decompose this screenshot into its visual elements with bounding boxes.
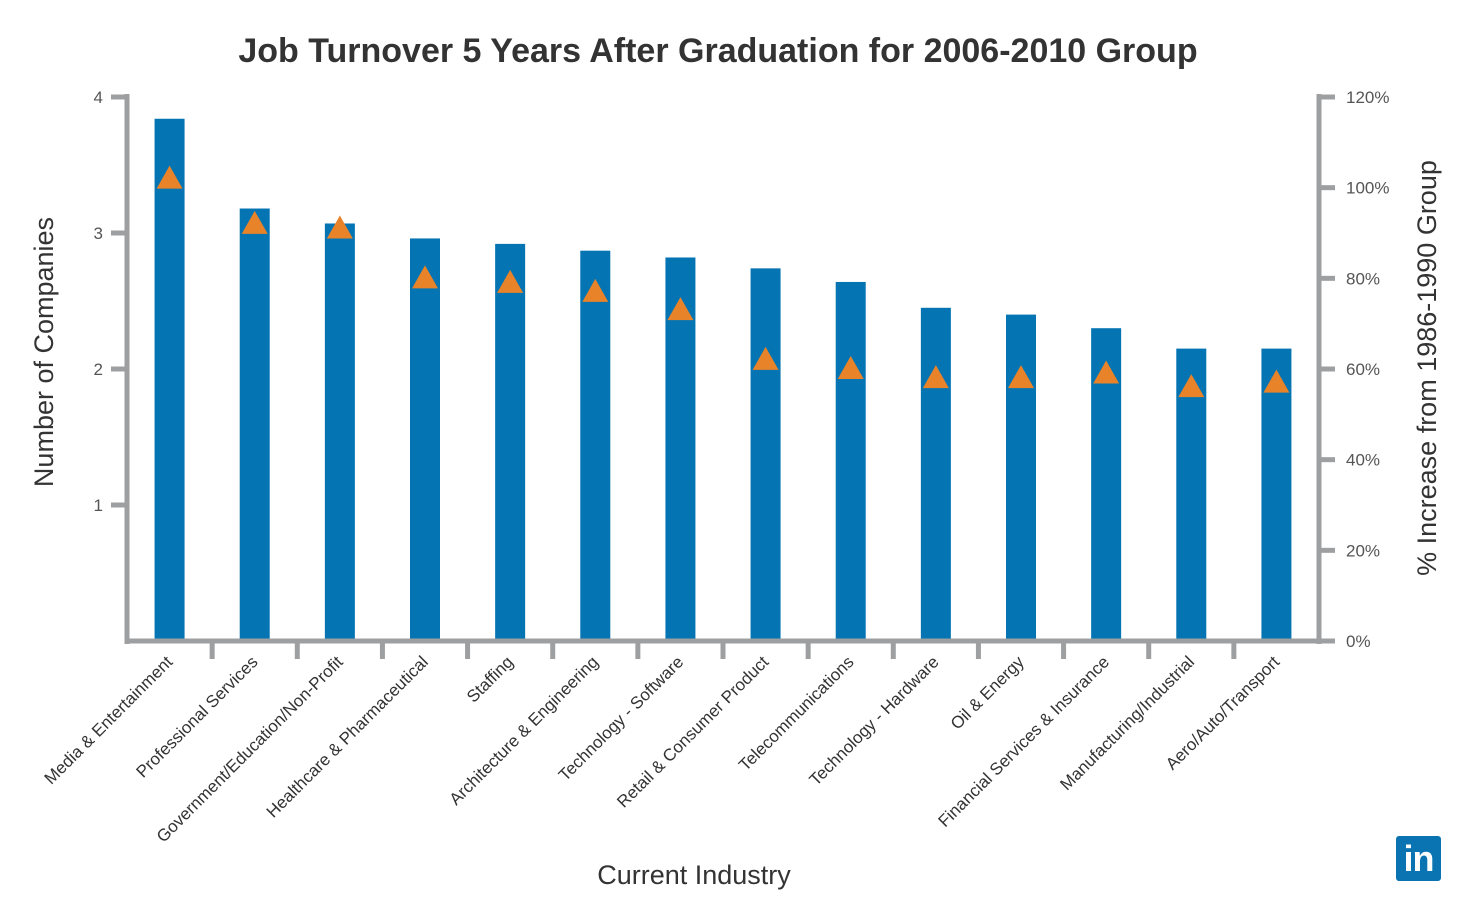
bar <box>324 223 355 642</box>
y-tick-label: 1 <box>94 496 103 515</box>
y2-tick-label: 60% <box>1346 360 1380 379</box>
triangle-marker <box>667 297 694 321</box>
chart-title: Job Turnover 5 Years After Graduation fo… <box>238 32 1197 70</box>
y2-tick-label: 0% <box>1346 632 1371 651</box>
bar <box>580 250 611 641</box>
bar <box>154 118 185 641</box>
x-tick-label: Architecture & Engineering <box>446 652 602 808</box>
bar <box>1261 348 1292 641</box>
triangle-marker <box>1263 369 1290 393</box>
y-axis-label: Number of Companies <box>29 217 59 487</box>
bar <box>1006 314 1036 641</box>
y2-tick-label: 80% <box>1346 269 1380 288</box>
x-axis-label: Current Industry <box>597 860 791 890</box>
x-tick-label: Government/Education/Non-Profit <box>153 652 347 846</box>
triangle-marker <box>752 346 779 370</box>
bar <box>665 257 696 641</box>
bar <box>750 268 781 641</box>
triangle-marker <box>241 210 268 234</box>
y-tick-label: 3 <box>94 224 103 243</box>
bar <box>835 281 866 641</box>
bar <box>239 208 270 641</box>
y2-tick-label: 40% <box>1346 451 1380 470</box>
triangle-marker <box>326 215 353 239</box>
triangle-marker <box>412 265 438 289</box>
y2-tick-label: 100% <box>1346 179 1389 198</box>
triangle-marker <box>497 269 524 293</box>
x-tick-label: Healthcare & Pharmaceutical <box>263 652 432 821</box>
triangle-marker <box>922 365 949 389</box>
triangle-marker <box>1008 365 1034 389</box>
y2-axis-label: % Increase from 1986-1990 Group <box>1412 160 1442 576</box>
x-tick-label: Oil & Energy <box>947 652 1028 733</box>
bar <box>920 307 951 641</box>
triangle-marker <box>1093 360 1120 384</box>
x-tick-label: Staffing <box>463 652 517 706</box>
y2-tick-label: 120% <box>1346 88 1389 107</box>
bar <box>410 238 440 641</box>
triangle-marker <box>582 278 609 302</box>
y-tick-label: 4 <box>94 88 103 107</box>
bar <box>1176 348 1207 641</box>
triangle-marker <box>156 165 183 189</box>
x-tick-label: Financial Services & Insurance <box>935 652 1113 830</box>
triangle-marker <box>1178 374 1205 398</box>
linkedin-logo: in <box>1396 836 1441 881</box>
y2-tick-label: 20% <box>1346 541 1380 560</box>
bar <box>495 243 526 641</box>
y-tick-label: 2 <box>94 360 103 379</box>
triangle-marker <box>837 356 864 379</box>
x-tick-label: Retail & Consumer Product <box>613 652 772 811</box>
